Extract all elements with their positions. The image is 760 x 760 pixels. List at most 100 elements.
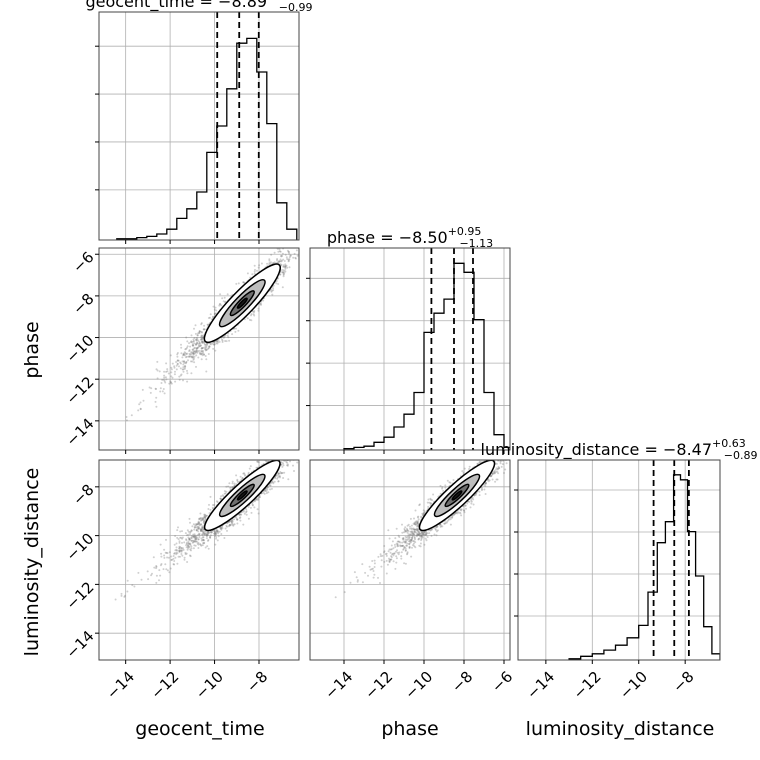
scatter-point (270, 253, 273, 256)
scatter-point (267, 491, 270, 494)
scatter-point (280, 461, 283, 464)
scatter-point (197, 533, 200, 536)
scatter-point (287, 260, 290, 263)
scatter-point (182, 370, 185, 373)
title-minus: −1.13 (459, 237, 493, 250)
scatter-point (176, 352, 179, 354)
scatter-point (227, 525, 230, 528)
scatter-point (204, 532, 207, 535)
scatter-point (152, 556, 155, 559)
scatter-point (252, 504, 254, 507)
scatter-point (277, 457, 279, 459)
scatter-point (170, 555, 173, 558)
scatter-point (191, 351, 194, 354)
scatter-point (212, 316, 215, 319)
scatter-point (175, 368, 178, 371)
scatter-point (282, 457, 284, 459)
scatter-point (227, 336, 230, 339)
scatter-point (198, 345, 201, 348)
scatter-point (213, 343, 216, 346)
scatter-point (155, 574, 158, 577)
scatter-point (273, 261, 276, 264)
scatter-point (284, 266, 287, 269)
scatter-point (201, 533, 204, 536)
scatter-point (210, 531, 213, 534)
scatter-point (212, 504, 214, 506)
scatter-point (130, 414, 133, 417)
scatter-point (251, 273, 254, 276)
scatter-point (223, 296, 226, 299)
scatter-point (223, 490, 226, 493)
scatter-point (193, 526, 196, 529)
scatter-point (256, 508, 259, 511)
scatter-point (186, 372, 189, 375)
scatter-point (214, 543, 217, 546)
scatter-point (219, 527, 222, 530)
scatter-point (202, 351, 205, 354)
scatter-point (198, 532, 201, 535)
scatter-point (196, 523, 199, 525)
scatter-point (209, 508, 212, 511)
scatter-point (180, 373, 183, 376)
scatter-point (205, 370, 208, 373)
scatter-point (239, 513, 242, 516)
scatter-point (165, 370, 168, 373)
scatter-point (195, 339, 198, 342)
scatter-point (280, 255, 283, 258)
scatter-point (170, 559, 173, 561)
scatter-point (178, 547, 181, 550)
scatter-point (245, 508, 248, 511)
scatter-point (203, 328, 205, 331)
scatter-point (199, 344, 202, 347)
scatter-point (214, 534, 217, 537)
scatter-point (193, 533, 196, 536)
scatter-point (242, 281, 245, 284)
scatter-point (286, 249, 289, 252)
scatter-point (198, 522, 201, 525)
scatter-point (189, 538, 191, 541)
scatter-point (166, 556, 169, 559)
scatter-point (283, 471, 286, 474)
scatter-point (175, 542, 178, 545)
scatter-point (229, 523, 232, 526)
scatter-point (169, 381, 172, 384)
scatter-point (203, 542, 205, 545)
scatter-point (281, 252, 284, 255)
scatter-point (276, 259, 278, 262)
scatter-point (224, 340, 227, 342)
scatter-point (190, 356, 193, 358)
scatter-point (190, 536, 193, 539)
scatter-point (189, 543, 192, 546)
scatter-point (257, 307, 260, 310)
scatter-point (221, 338, 223, 341)
scatter-point (182, 366, 185, 369)
scatter-point (218, 340, 221, 343)
scatter-point (213, 308, 216, 311)
panel-title: phase = −8.50+0.95 −1.13 (327, 225, 493, 250)
scatter-point (192, 352, 195, 355)
scatter-point (204, 546, 207, 549)
scatter-point (201, 530, 204, 533)
scatter-point (137, 409, 140, 412)
scatter-point (194, 540, 197, 543)
title-plus: +0.88 (267, 0, 301, 2)
scatter-point (197, 541, 200, 544)
scatter-point (182, 353, 185, 356)
scatter-point (201, 526, 204, 529)
histogram-bins (568, 474, 720, 660)
scatter-point (275, 280, 278, 282)
scatter-point (257, 498, 260, 501)
title-name: geocent_time (85, 0, 194, 12)
scatter-point (190, 341, 193, 344)
scatter-point (187, 533, 190, 536)
scatter-point (200, 518, 203, 521)
scatter-point (192, 344, 195, 347)
scatter-point (243, 473, 246, 476)
scatter-point (237, 329, 240, 332)
scatter-point (250, 511, 253, 514)
scatter-point (189, 548, 192, 551)
scatter-point (197, 527, 200, 530)
scatter-point (203, 532, 206, 535)
scatter-point (275, 282, 278, 285)
scatter-point (213, 530, 216, 533)
